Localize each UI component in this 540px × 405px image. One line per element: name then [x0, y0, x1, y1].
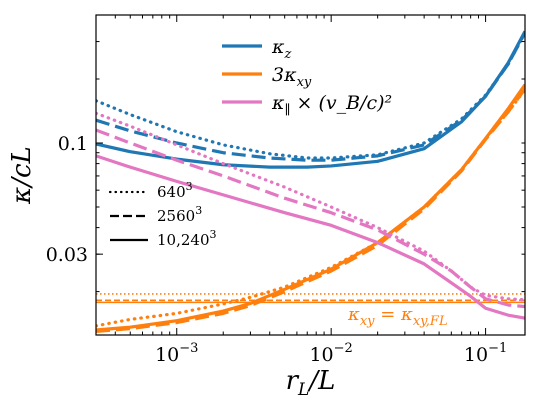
- series-line-8: [96, 154, 525, 320]
- plot-frame: [95, 14, 526, 336]
- kappa-fl-annotation: κxy = κxy,FL: [347, 304, 448, 329]
- y-tick-label: 0.03: [46, 244, 88, 266]
- resolution-label: 10,2403: [157, 228, 217, 249]
- resolution-label: 6403: [157, 180, 193, 201]
- resolution-label: 25603: [157, 204, 202, 225]
- series-line-5: [96, 83, 525, 332]
- y-axis-label: κ/cL: [7, 146, 37, 205]
- series-line-6: [96, 111, 525, 302]
- x-tick-label: 10−3: [155, 341, 198, 366]
- resolution-legend: 6403 25603 10,2403: [108, 180, 217, 249]
- x-tick-label: 10−1: [464, 341, 507, 366]
- series-line-7: [96, 128, 525, 309]
- axis-ticks: 10−3 10−2 10−1 0.03 0.1: [46, 14, 525, 366]
- x-tick-label: 10−2: [309, 341, 352, 366]
- legend-label: κ∥ × (v_B/c)²: [271, 92, 392, 118]
- legend-label: κz: [271, 36, 291, 62]
- plot-area: [96, 30, 525, 333]
- legend-label: 3κxy: [272, 64, 312, 90]
- y-tick-label: 0.1: [58, 133, 88, 155]
- x-axis-label: rL/L: [286, 366, 336, 400]
